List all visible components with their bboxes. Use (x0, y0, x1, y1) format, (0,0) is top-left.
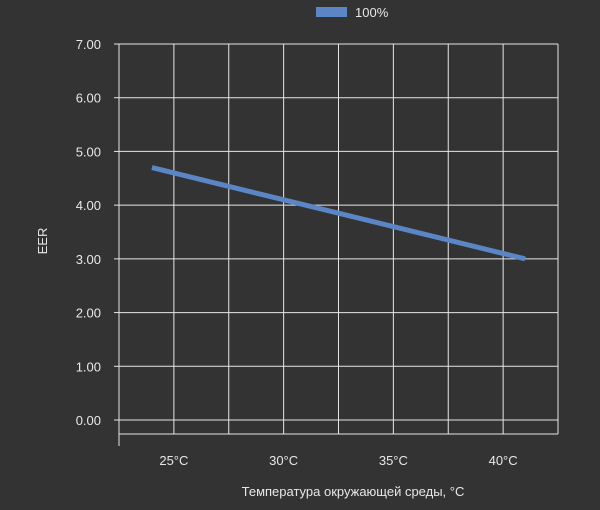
y-tick-label: 0.00 (76, 413, 101, 428)
y-tick-label: 5.00 (76, 144, 101, 159)
series-line-100 (151, 165, 526, 262)
legend-label-100: 100% (355, 5, 389, 20)
tick-labels: 0.00 1.00 2.00 3.00 4.00 5.00 6.00 7.00 25°C 30°C… (76, 37, 518, 468)
y-tick-label: 6.00 (76, 91, 101, 106)
x-tick-label: 35°C (379, 453, 408, 468)
legend-swatch-100 (316, 7, 347, 17)
y-tick-label: 1.00 (76, 359, 101, 374)
y-tick-label: 3.00 (76, 252, 101, 267)
series-layer (151, 165, 526, 262)
grid (119, 43, 559, 434)
legend: 100% (316, 5, 389, 20)
x-tick-label: 40°C (489, 453, 518, 468)
y-axis-title: EER (35, 228, 50, 255)
x-tick-label: 25°C (159, 453, 188, 468)
y-tick-label: 4.00 (76, 198, 101, 213)
y-tick-label: 7.00 (76, 37, 101, 52)
x-axis-title: Температура окружающей среды, °C (242, 484, 465, 499)
x-tick-label: 30°C (269, 453, 298, 468)
y-tick-label: 2.00 (76, 306, 101, 321)
axes (114, 43, 558, 446)
